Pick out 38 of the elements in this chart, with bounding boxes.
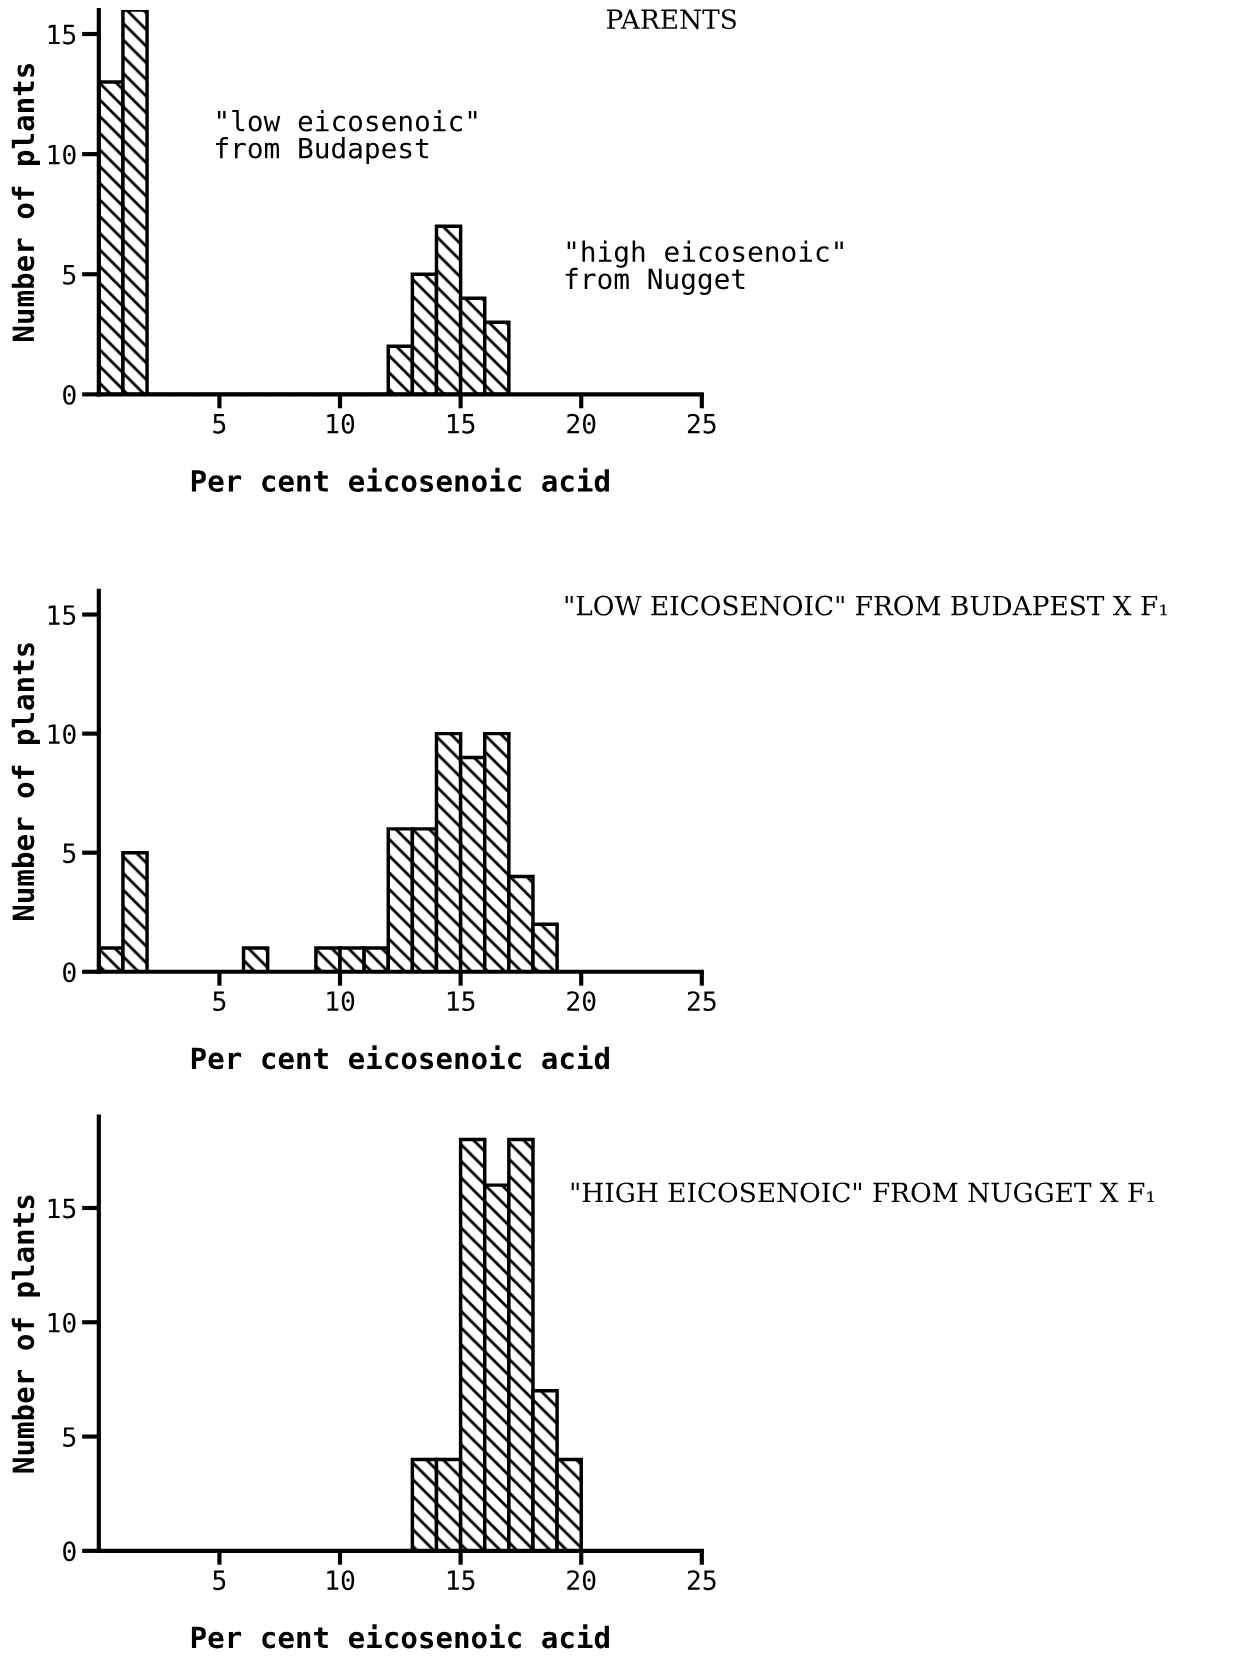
y-tick-label: 0 [63, 962, 76, 983]
x-tick-label: 25 [687, 1570, 716, 1591]
y-tick-label: 5 [63, 1427, 76, 1448]
x-axis-title: Per cent eicosenoic acid [191, 1624, 609, 1649]
x-tick-label: 10 [327, 1570, 355, 1591]
x-tick-label: 10 [327, 413, 355, 434]
y-axis-title: Number of plants [11, 1195, 40, 1473]
x-tick-label: 15 [447, 1570, 475, 1591]
x-tick-label: 15 [447, 991, 475, 1012]
text: "HIGH EICOSENOIC" FROM NUGGET X F₁ [571, 1182, 1154, 1203]
chart-title: PARENTS [606, 9, 736, 30]
y-tick-label: 5 [63, 843, 76, 864]
y-tick-label: 10 [48, 1312, 76, 1333]
x-tick-label: 20 [567, 1570, 596, 1591]
y-tick-label: 15 [48, 24, 76, 45]
x-tick-label: 20 [567, 991, 596, 1012]
annotation: "high eicosenoic" from Nugget [565, 240, 843, 295]
x-tick-label: 10 [327, 991, 355, 1012]
y-tick-label: 5 [63, 265, 76, 285]
y-tick-label: 0 [63, 384, 76, 405]
y-tick-label: 15 [48, 1198, 76, 1219]
x-axis-title: Per cent eicosenoic acid [191, 467, 609, 492]
x-tick-label: 25 [687, 991, 716, 1012]
y-axis-title: Number of plants [11, 643, 40, 921]
x-tick-label: 15 [447, 414, 475, 434]
annotation: "low eicosenoic" from Budapest [216, 109, 477, 164]
x-tick-label: 5 [213, 991, 226, 1012]
x-tick-label: 25 [687, 413, 716, 434]
y-axis-title: Number of plants [11, 64, 40, 341]
y-tick-label: 0 [63, 1541, 76, 1562]
x-tick-label: 5 [213, 1570, 226, 1591]
text: "LOW EICOSENOIC" FROM BUDAPEST X F₁ [565, 595, 1167, 616]
y-tick-label: 10 [48, 144, 76, 165]
x-tick-label: 5 [213, 414, 226, 434]
x-tick-label: 20 [567, 413, 596, 434]
y-tick-label: 15 [48, 605, 76, 626]
y-tick-label: 10 [48, 724, 76, 745]
x-axis-title: Per cent eicosenoic acid [191, 1045, 609, 1070]
